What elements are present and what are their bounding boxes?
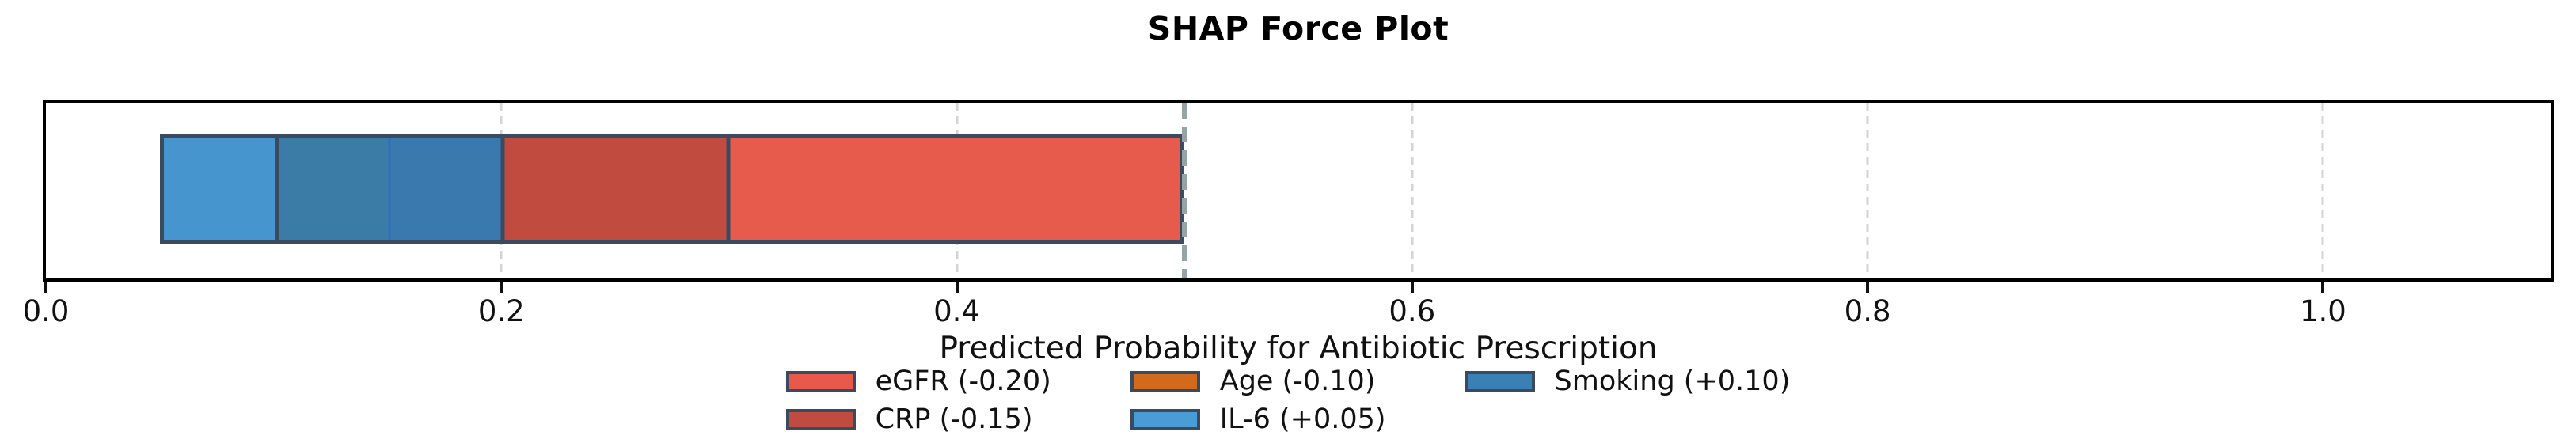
x-tick-label: 0.2 — [477, 294, 525, 328]
legend-label: eGFR (-0.20) — [875, 366, 1051, 397]
legend-label: Smoking (+0.10) — [1554, 366, 1791, 397]
x-tick — [44, 282, 47, 293]
x-axis-label: Predicted Probability for Antibiotic Pre… — [939, 331, 1658, 366]
plot-area-inner — [46, 103, 2551, 278]
legend-label: Age (-0.10) — [1219, 366, 1376, 397]
x-tick-label: 0.8 — [1844, 294, 1891, 328]
legend-column: Smoking (+0.10) — [1465, 366, 1791, 397]
x-tick-label: 1.0 — [2299, 294, 2346, 328]
segment-divider — [726, 138, 731, 240]
gridline — [2321, 103, 2324, 278]
legend-item: eGFR (-0.20) — [785, 366, 1051, 397]
legend-item: Age (-0.10) — [1130, 366, 1386, 397]
prediction-line — [1182, 103, 1187, 278]
legend-column: Age (-0.10) IL-6 (+0.05) — [1130, 366, 1386, 435]
x-tick — [1866, 282, 1870, 293]
legend: eGFR (-0.20) CRP (-0.15) Age (-0.10) IL-6 (… — [0, 366, 2576, 435]
x-axis-ticks: 0.0 0.2 0.4 0.6 0.8 1.0 — [23, 282, 2551, 329]
plot-area — [43, 100, 2554, 282]
legend-swatch — [1130, 370, 1200, 392]
legend-label: IL-6 (+0.05) — [1219, 403, 1386, 435]
x-tick-label: 0.0 — [22, 294, 70, 328]
segment-divider — [500, 138, 505, 240]
legend-swatch — [785, 370, 856, 392]
bar-segment-smoking — [389, 138, 503, 240]
force-bar — [159, 134, 1185, 244]
bar-segment-il-6 — [163, 138, 277, 240]
legend-column: eGFR (-0.20) CRP (-0.15) — [785, 366, 1051, 435]
gridline — [1411, 103, 1414, 278]
segment-divider — [275, 138, 279, 240]
legend-swatch — [1465, 370, 1535, 392]
legend-swatch — [1130, 408, 1200, 430]
x-tick — [500, 282, 503, 293]
bar-segment-egfr — [728, 138, 1181, 240]
legend-item: IL-6 (+0.05) — [1130, 403, 1386, 435]
x-tick — [1410, 282, 1414, 293]
segment-divider — [388, 138, 392, 240]
bar-segment-smoking — [276, 138, 390, 240]
legend-item: Smoking (+0.10) — [1465, 366, 1791, 397]
bar-segment-crp — [502, 138, 729, 240]
x-tick-label: 0.4 — [933, 294, 980, 328]
gridline — [1866, 103, 1869, 278]
chart-title: SHAP Force Plot — [1147, 9, 1449, 47]
legend-swatch — [785, 408, 856, 430]
legend-item: CRP (-0.15) — [785, 403, 1051, 435]
legend-label: CRP (-0.15) — [875, 403, 1033, 435]
x-tick — [2321, 282, 2325, 293]
x-tick-label: 0.6 — [1389, 294, 1436, 328]
x-tick — [955, 282, 959, 293]
